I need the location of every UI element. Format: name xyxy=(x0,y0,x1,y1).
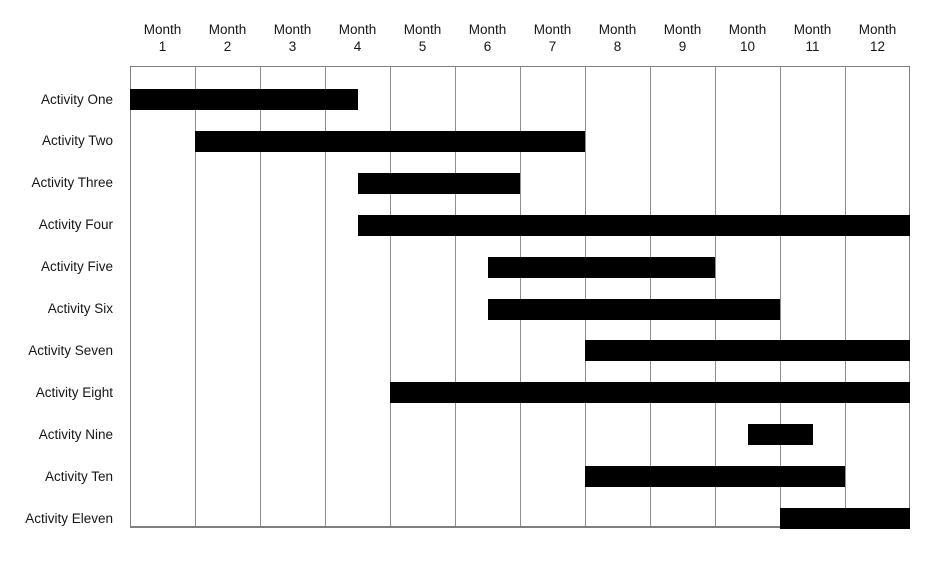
month-number: 2 xyxy=(223,39,232,54)
month-word: Month xyxy=(208,22,247,37)
month-header-8: Month 8 xyxy=(585,21,650,55)
month-word: Month xyxy=(728,22,767,37)
month-number: 4 xyxy=(353,39,362,54)
gantt-bar-activity-four xyxy=(357,214,910,236)
month-number: 10 xyxy=(739,39,756,54)
gantt-bar-activity-eight xyxy=(390,382,910,404)
month-number: 1 xyxy=(158,39,167,54)
activity-label-activity-nine: Activity Nine xyxy=(38,426,113,442)
month-header-1: Month 1 xyxy=(130,21,195,55)
month-header-2: Month 2 xyxy=(195,21,260,55)
month-word: Month xyxy=(663,22,702,37)
gantt-bar-activity-three xyxy=(357,172,520,194)
activity-label-activity-five: Activity Five xyxy=(40,259,113,275)
gantt-bar-activity-two xyxy=(195,130,585,152)
activity-label-activity-three: Activity Three xyxy=(31,175,113,191)
gantt-bar-activity-five xyxy=(487,256,715,278)
month-word: Month xyxy=(403,22,442,37)
activity-label-activity-eleven: Activity Eleven xyxy=(25,510,113,526)
month-word: Month xyxy=(338,22,377,37)
activity-label-activity-one: Activity One xyxy=(40,91,113,107)
month-gridline xyxy=(195,67,196,526)
month-gridline xyxy=(650,67,651,526)
month-word: Month xyxy=(598,22,637,37)
month-word: Month xyxy=(143,22,182,37)
month-gridline xyxy=(780,67,781,526)
activity-label-activity-four: Activity Four xyxy=(38,217,113,233)
month-gridline xyxy=(520,67,521,526)
month-header-11: Month 11 xyxy=(780,21,845,55)
month-header-9: Month 9 xyxy=(650,21,715,55)
month-number: 6 xyxy=(483,39,492,54)
gantt-bar-activity-one xyxy=(130,89,358,110)
month-gridline xyxy=(390,67,391,526)
month-gridline xyxy=(585,67,586,526)
gantt-bar-activity-six xyxy=(487,298,780,320)
activity-label-activity-ten: Activity Ten xyxy=(44,468,113,484)
activity-label-activity-eight: Activity Eight xyxy=(35,384,113,400)
activity-label-activity-seven: Activity Seven xyxy=(28,342,113,358)
month-word: Month xyxy=(858,22,897,37)
month-word: Month xyxy=(793,22,832,37)
month-gridline xyxy=(715,67,716,526)
month-number: 7 xyxy=(548,39,557,54)
month-number: 11 xyxy=(805,39,820,54)
month-gridline xyxy=(845,67,846,526)
month-number: 3 xyxy=(288,39,297,54)
gantt-bar-activity-eleven xyxy=(780,508,910,529)
month-word: Month xyxy=(273,22,312,37)
month-number: 9 xyxy=(678,39,687,54)
month-word: Month xyxy=(533,22,572,37)
month-gridline xyxy=(260,67,261,526)
gantt-bar-activity-seven xyxy=(585,340,910,362)
month-gridline xyxy=(455,67,456,526)
activity-label-activity-two: Activity Two xyxy=(41,133,113,149)
month-header-7: Month 7 xyxy=(520,21,585,55)
month-header-4: Month 4 xyxy=(325,21,390,55)
month-header-6: Month 6 xyxy=(455,21,520,55)
month-header-12: Month 12 xyxy=(845,21,910,55)
month-header-3: Month 3 xyxy=(260,21,325,55)
month-number: 12 xyxy=(869,39,886,54)
gantt-bar-activity-nine xyxy=(747,424,813,446)
month-number: 5 xyxy=(418,39,427,54)
gantt-bar-activity-ten xyxy=(585,466,845,488)
activity-label-activity-six: Activity Six xyxy=(47,301,113,316)
month-gridline xyxy=(325,67,326,526)
month-number: 8 xyxy=(613,39,622,54)
month-header-10: Month 10 xyxy=(715,21,780,55)
month-word: Month xyxy=(468,22,507,37)
month-header-5: Month 5 xyxy=(390,21,455,55)
